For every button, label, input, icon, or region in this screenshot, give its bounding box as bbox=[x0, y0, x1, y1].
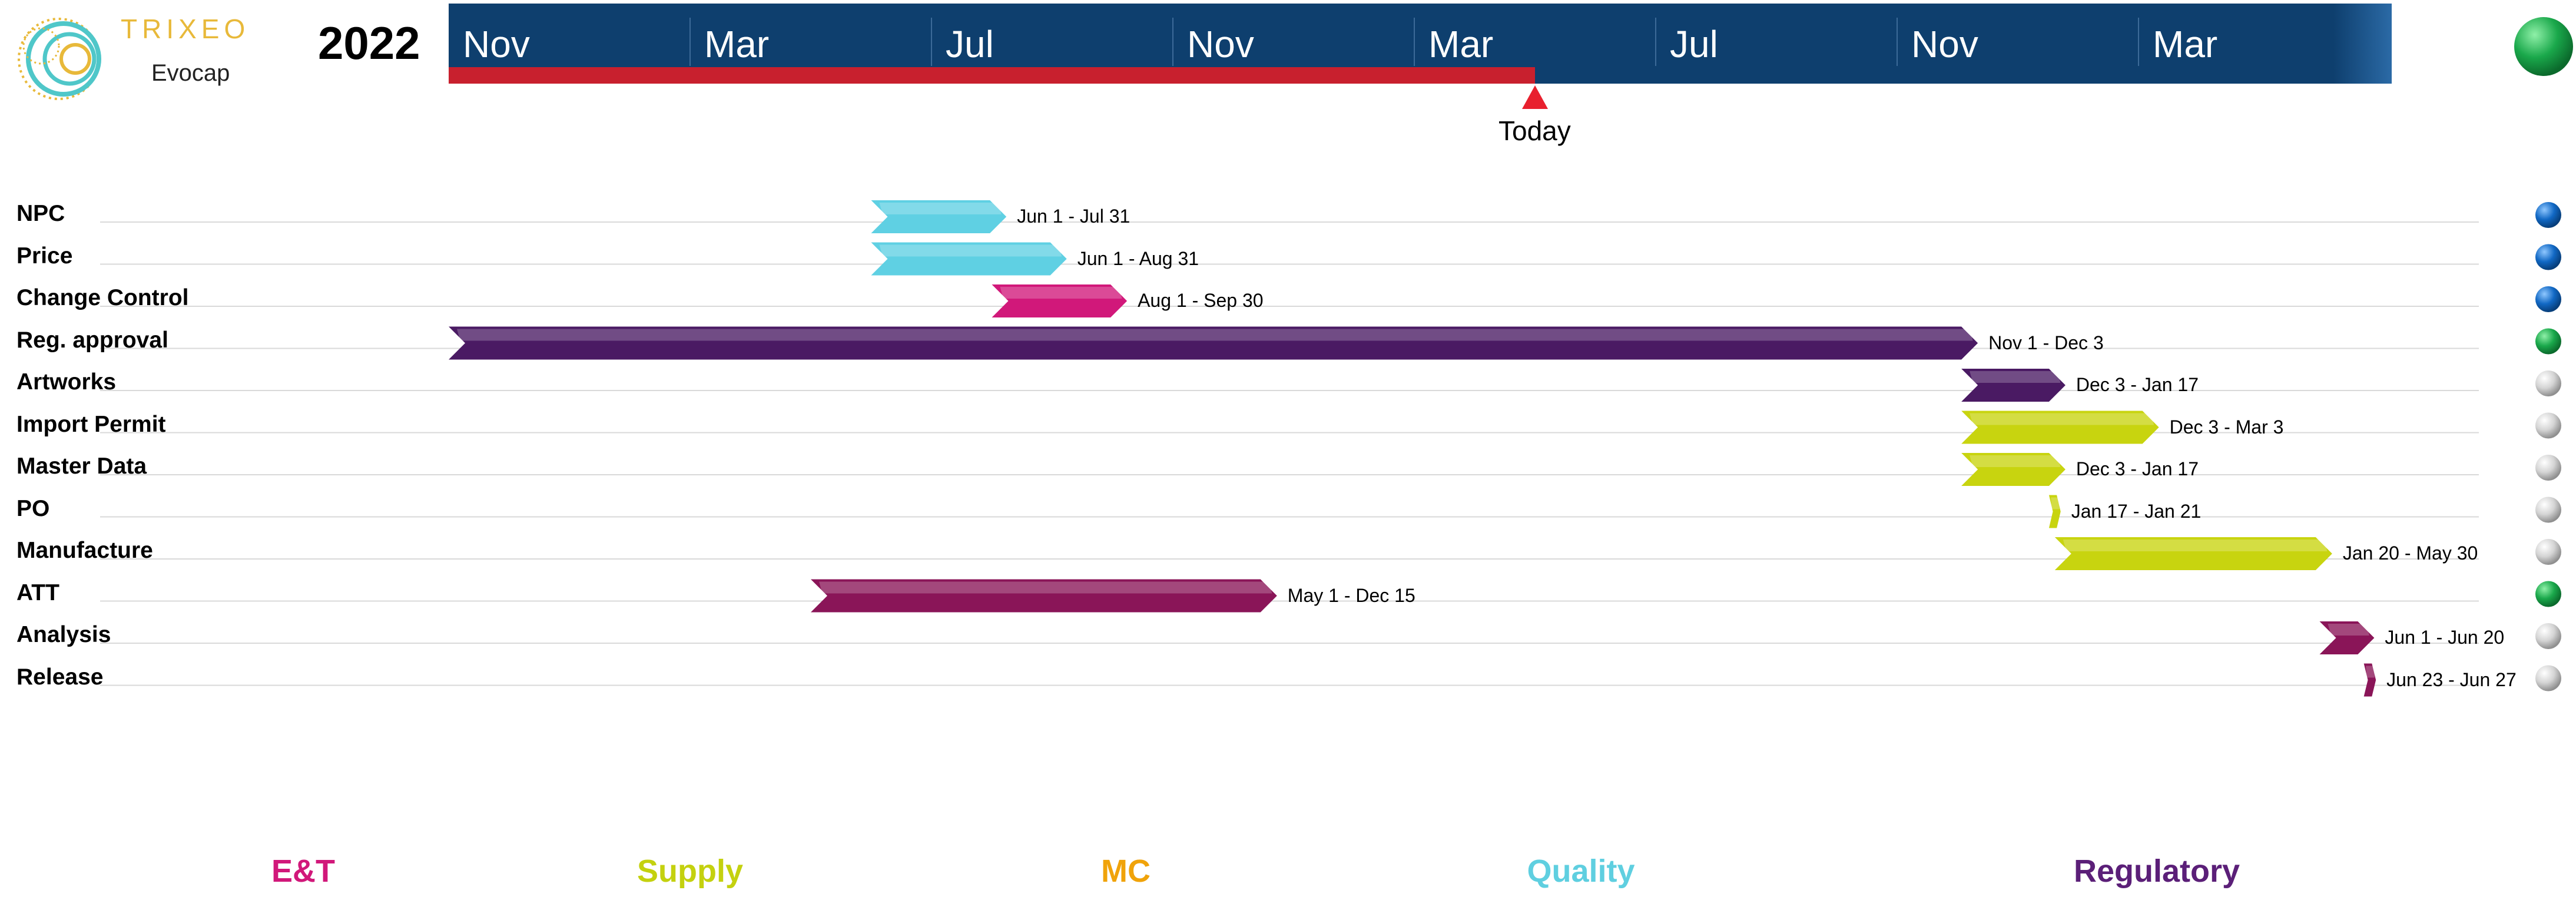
task-name: Release bbox=[16, 664, 104, 690]
task-name: Artworks bbox=[16, 369, 117, 395]
status-dot-icon bbox=[2535, 539, 2561, 565]
status-dot-icon bbox=[2535, 328, 2561, 355]
task-bar bbox=[1961, 411, 2159, 444]
today-marker-icon bbox=[1522, 85, 1548, 109]
task-date-range: Dec 3 - Mar 3 bbox=[2169, 416, 2284, 438]
task-name: Analysis bbox=[16, 622, 111, 647]
task-bar-highlight bbox=[1970, 413, 2154, 425]
legend-item: E&T bbox=[271, 853, 335, 889]
legend-item: MC bbox=[1101, 853, 1151, 889]
task-date-range: May 1 - Dec 15 bbox=[1287, 584, 1415, 606]
legend-item: Regulatory bbox=[2073, 853, 2240, 889]
timeline-tick-label: Mar bbox=[2153, 23, 2218, 65]
status-dot-icon bbox=[2535, 455, 2561, 481]
task-bar bbox=[871, 242, 1067, 276]
task-name: Price bbox=[16, 243, 73, 269]
year-label: 2022 bbox=[318, 17, 420, 69]
status-dot-icon bbox=[2535, 370, 2561, 396]
task-bar-highlight bbox=[2063, 540, 2328, 551]
task-bar bbox=[1961, 369, 2066, 402]
timeline-ticks bbox=[689, 18, 2139, 66]
brand-subtitle: Evocap bbox=[151, 60, 230, 86]
task-name: Change Control bbox=[16, 285, 189, 310]
task-date-range: Jun 1 - Jul 31 bbox=[1017, 206, 1130, 227]
task-bar-highlight bbox=[2051, 497, 2060, 509]
task-date-range: Dec 3 - Jan 17 bbox=[2076, 458, 2199, 479]
legend-item: Supply bbox=[636, 853, 744, 889]
task-name: Reg. approval bbox=[16, 327, 168, 353]
status-dot-icon bbox=[2535, 623, 2561, 649]
legend-item: Quality bbox=[1527, 853, 1635, 889]
task-name: PO bbox=[16, 495, 50, 521]
timeline-tick-label: Nov bbox=[1911, 23, 1978, 65]
elapsed-progress-bar bbox=[449, 67, 1535, 84]
timeline-tick-label: Nov bbox=[1187, 23, 1254, 65]
task-bar bbox=[2363, 663, 2376, 697]
task-bar-highlight bbox=[2366, 666, 2375, 678]
status-dot-icon bbox=[2535, 497, 2561, 523]
timeline-tick-label: Mar bbox=[1428, 23, 1494, 65]
task-date-range: Jun 1 - Aug 31 bbox=[1077, 247, 1199, 269]
task-bar-highlight bbox=[879, 244, 1062, 257]
spiral-globe-logo bbox=[18, 18, 101, 100]
task-bar-highlight bbox=[1000, 287, 1122, 299]
task-date-range: Jan 20 - May 30 bbox=[2342, 542, 2478, 564]
task-date-range: Dec 3 - Jan 17 bbox=[2076, 374, 2199, 395]
task-name: Import Permit bbox=[16, 411, 166, 437]
task-date-range: Aug 1 - Sep 30 bbox=[1138, 290, 1264, 311]
status-dot-icon bbox=[2535, 202, 2561, 228]
task-date-range: Jun 1 - Jun 20 bbox=[2385, 627, 2505, 648]
gantt-rows bbox=[100, 200, 2561, 697]
task-name: ATT bbox=[16, 580, 59, 605]
task-bar bbox=[992, 284, 1128, 317]
task-bar bbox=[811, 579, 1277, 613]
task-bar-highlight bbox=[879, 203, 1002, 214]
task-name: NPC bbox=[16, 201, 65, 226]
task-bar bbox=[449, 326, 1978, 360]
task-bar-highlight bbox=[1970, 455, 2061, 467]
task-name: Master Data bbox=[16, 454, 147, 479]
task-bar-highlight bbox=[2328, 624, 2370, 636]
task-bar-highlight bbox=[457, 329, 1973, 341]
today-label: Today bbox=[1498, 115, 1571, 146]
task-bar bbox=[2054, 537, 2332, 570]
task-bar-highlight bbox=[819, 581, 1272, 594]
timeline-tick-label: Mar bbox=[704, 23, 770, 65]
status-dot-icon bbox=[2535, 665, 2561, 691]
task-bar-highlight bbox=[1970, 371, 2061, 383]
timeline-tick-label: Jul bbox=[946, 23, 994, 65]
task-bar bbox=[2048, 495, 2061, 528]
brand-name: TRIXEO bbox=[121, 14, 250, 44]
task-bar bbox=[871, 200, 1007, 233]
status-dot-icon bbox=[2535, 412, 2561, 439]
task-date-range: Jun 23 - Jun 27 bbox=[2386, 669, 2517, 690]
status-dot-icon bbox=[2535, 244, 2561, 270]
task-bar bbox=[2319, 621, 2375, 654]
status-dot-icon bbox=[2535, 286, 2561, 312]
task-bar bbox=[1961, 453, 2066, 486]
green-status-indicator bbox=[2514, 17, 2573, 76]
status-dot-icon bbox=[2535, 581, 2561, 607]
task-date-range: Nov 1 - Dec 3 bbox=[1988, 332, 2104, 353]
task-name: Manufacture bbox=[16, 538, 153, 563]
task-date-range: Jan 17 - Jan 21 bbox=[2071, 500, 2202, 522]
timeline-tick-label: Nov bbox=[463, 23, 530, 65]
timeline-tick-label: Jul bbox=[1670, 23, 1718, 65]
